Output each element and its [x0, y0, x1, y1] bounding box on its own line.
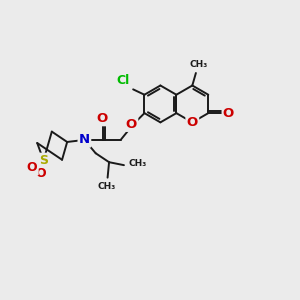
Text: N: N — [79, 134, 90, 146]
Text: Cl: Cl — [116, 74, 130, 87]
Text: O: O — [36, 167, 46, 180]
Text: S: S — [39, 154, 48, 167]
Text: O: O — [27, 161, 38, 174]
Text: CH₃: CH₃ — [128, 159, 147, 168]
Text: O: O — [126, 118, 137, 130]
Text: CH₃: CH₃ — [98, 182, 116, 191]
Text: O: O — [187, 116, 198, 129]
Text: O: O — [97, 112, 108, 125]
Text: CH₃: CH₃ — [189, 61, 207, 70]
Text: O: O — [223, 106, 234, 120]
